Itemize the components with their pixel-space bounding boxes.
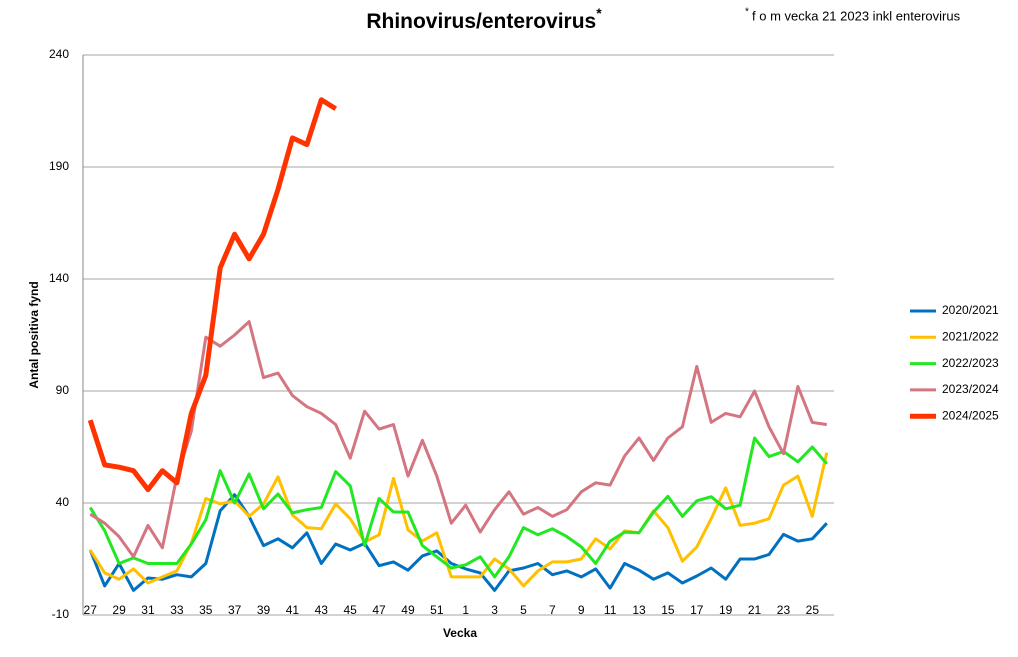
- x-tick-label: 7: [549, 603, 556, 617]
- title-text: Rhinovirus/enterovirus: [366, 10, 596, 33]
- x-tick-label: 43: [315, 603, 329, 617]
- line-series: [89, 320, 828, 559]
- line-series: [87, 97, 338, 493]
- legend-label: 2023/2024: [942, 382, 999, 396]
- legend-label: 2021/2022: [942, 329, 999, 343]
- x-tick-label: 19: [719, 603, 733, 617]
- y-tick-label: 190: [49, 159, 69, 173]
- chart-title: Rhinovirus/enterovirus*: [366, 5, 602, 33]
- y-tick-label: 240: [49, 47, 69, 61]
- x-tick-label: 47: [372, 603, 386, 617]
- x-tick-label: 25: [806, 603, 820, 617]
- y-tick-label: 40: [56, 495, 70, 509]
- x-tick-label: 41: [286, 603, 300, 617]
- x-tick-label: 51: [430, 603, 444, 617]
- line-series: [88, 436, 828, 579]
- x-tick-label: 33: [170, 603, 184, 617]
- x-tick-label: 11: [604, 603, 617, 617]
- note: f o m vecka 21 2023 inkl enterovirus: [752, 8, 961, 23]
- y-tick-label: 90: [56, 383, 70, 397]
- legend-label: 2024/2025: [942, 408, 999, 422]
- y-tick-label: -10: [52, 607, 70, 621]
- x-tick-label: 39: [257, 603, 271, 617]
- x-tick-label: 5: [520, 603, 527, 617]
- x-tick-label: 3: [491, 603, 498, 617]
- x-tick-label: 49: [401, 603, 415, 617]
- x-tick-label: 31: [141, 603, 155, 617]
- x-tick-label: 21: [748, 603, 762, 617]
- x-tick-label: 1: [462, 603, 469, 617]
- note-superscript: *: [745, 7, 749, 18]
- x-tick-label: 17: [690, 603, 704, 617]
- x-tick-label: 9: [578, 603, 585, 617]
- x-axis-label: Vecka: [443, 626, 477, 640]
- y-tick-label: 140: [49, 271, 69, 285]
- legend-label: 2020/2021: [942, 303, 999, 317]
- x-tick-label: 15: [661, 603, 675, 617]
- x-tick-label: 29: [112, 603, 126, 617]
- x-tick-label: 37: [228, 603, 242, 617]
- y-axis-label: Antal positiva fynd: [27, 281, 41, 388]
- x-tick-label: 23: [777, 603, 791, 617]
- x-tick-label: 45: [344, 603, 358, 617]
- legend-label: 2022/2023: [942, 356, 999, 370]
- x-tick-label: 27: [84, 603, 98, 617]
- x-tick-label: 13: [632, 603, 646, 617]
- x-tick-label: 35: [199, 603, 213, 617]
- line-series: [88, 452, 829, 588]
- title-superscript: *: [596, 5, 602, 21]
